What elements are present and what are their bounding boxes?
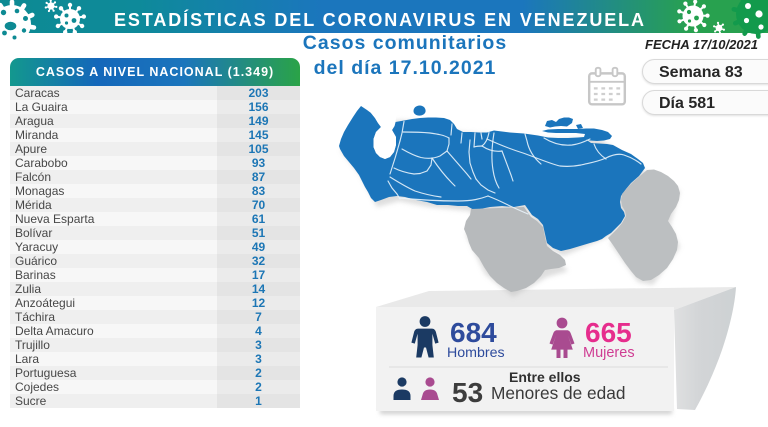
svg-text:Mujeres: Mujeres [583,345,635,361]
svg-text:Entre ellos: Entre ellos [509,369,581,385]
svg-text:53: 53 [452,377,483,408]
svg-text:Menores de edad: Menores de edad [491,383,626,403]
svg-text:665: 665 [585,317,632,348]
svg-text:Hombres: Hombres [447,345,505,361]
svg-text:684: 684 [450,317,497,348]
